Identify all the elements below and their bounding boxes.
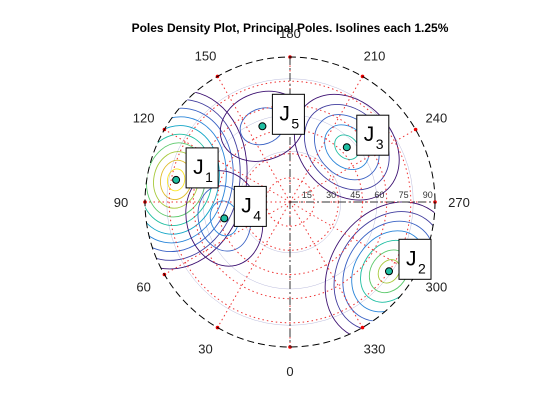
pole-marker <box>173 176 180 183</box>
set-label-subscript: 2 <box>418 260 426 276</box>
set-label-subscript: 4 <box>253 207 261 223</box>
set-label-subscript: 5 <box>291 115 299 131</box>
azimuth-label: 30 <box>198 341 212 356</box>
dip-label: 30 <box>326 190 336 200</box>
azimuth-label: 210 <box>364 49 386 64</box>
azimuth-label: 180 <box>279 26 301 41</box>
dip-label: 90 <box>423 190 433 200</box>
azimuth-label: 330 <box>364 341 386 356</box>
azimuth-spoke <box>290 202 416 275</box>
set-label: J <box>241 194 252 217</box>
pole-marker <box>221 215 228 222</box>
set-label: J <box>279 102 290 125</box>
azimuth-tick <box>361 326 365 330</box>
pole-marker <box>259 123 266 130</box>
azimuth-label: 90 <box>114 195 128 210</box>
set-label: J <box>364 123 375 146</box>
azimuth-label: 120 <box>133 111 155 126</box>
azimuth-label: 270 <box>448 195 470 210</box>
set-label: J <box>193 156 204 179</box>
dip-label: 75 <box>399 190 409 200</box>
azimuth-spoke <box>290 202 363 328</box>
azimuth-label: 150 <box>195 49 217 64</box>
dip-label: 45 <box>350 190 360 200</box>
set-label: J <box>406 247 417 270</box>
azimuth-label: 0 <box>286 364 293 379</box>
azimuth-label: 300 <box>426 280 448 295</box>
pole-marker <box>386 268 393 275</box>
set-label-subscript: 1 <box>205 169 213 185</box>
dip-label: 15 <box>302 190 312 200</box>
azimuth-label: 240 <box>426 111 448 126</box>
azimuth-label: 60 <box>136 280 150 295</box>
azimuth-spoke <box>164 130 290 203</box>
set-label-subscript: 3 <box>376 136 384 152</box>
azimuth-spoke <box>164 202 290 275</box>
dip-label: 60 <box>374 190 384 200</box>
pole-marker <box>343 144 350 151</box>
